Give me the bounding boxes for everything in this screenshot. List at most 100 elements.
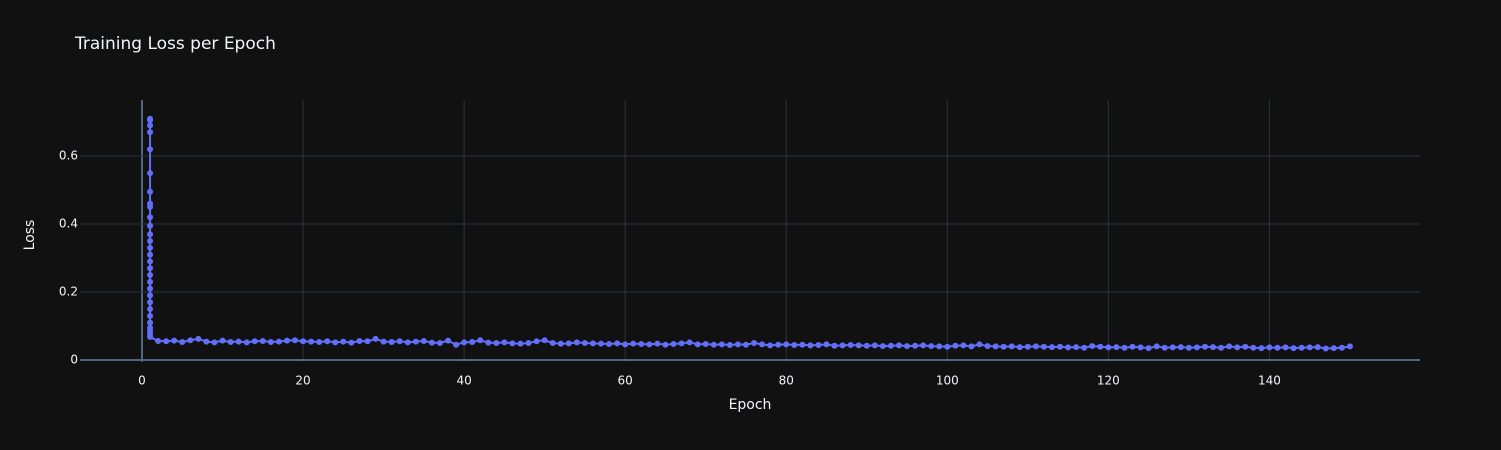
loss-marker	[775, 341, 782, 348]
loss-marker	[1193, 344, 1200, 351]
x-tick-label: 40	[456, 374, 471, 388]
loss-marker	[147, 251, 154, 258]
loss-marker	[147, 129, 154, 136]
loss-marker	[960, 342, 967, 349]
loss-marker	[1000, 343, 1007, 350]
loss-marker	[1073, 344, 1080, 351]
loss-marker	[734, 341, 741, 348]
loss-marker	[783, 341, 790, 348]
chart-title: Training Loss per Epoch	[74, 34, 276, 54]
loss-marker	[203, 338, 210, 345]
loss-marker	[525, 340, 532, 347]
loss-marker	[565, 340, 572, 347]
loss-marker	[1298, 344, 1305, 351]
y-axis-label: Loss	[22, 220, 38, 251]
loss-marker	[815, 342, 822, 349]
loss-marker	[1169, 344, 1176, 351]
loss-marker	[461, 339, 468, 346]
loss-marker	[622, 341, 629, 348]
loss-marker	[348, 339, 355, 346]
loss-marker	[928, 343, 935, 350]
loss-marker	[678, 340, 685, 347]
loss-marker	[887, 342, 894, 349]
loss-marker	[1210, 344, 1217, 351]
loss-line	[149, 118, 1351, 350]
x-tick-label: 120	[1097, 374, 1120, 388]
loss-marker	[1234, 344, 1241, 351]
loss-marker	[147, 258, 154, 265]
loss-marker	[219, 337, 226, 344]
loss-marker	[147, 204, 154, 211]
loss-marker	[952, 342, 959, 349]
x-tick-label: 20	[295, 374, 310, 388]
loss-marker	[147, 306, 154, 313]
loss-marker	[147, 312, 154, 319]
loss-marker	[147, 272, 154, 279]
loss-marker	[557, 340, 564, 347]
loss-marker	[147, 278, 154, 285]
loss-marker	[404, 339, 411, 346]
loss-marker	[1322, 345, 1329, 352]
loss-marker	[1201, 343, 1208, 350]
y-tick-label: 0.2	[59, 285, 78, 299]
loss-marker	[147, 238, 154, 245]
loss-marker	[163, 338, 170, 345]
loss-marker	[147, 244, 154, 251]
loss-marker	[1089, 343, 1096, 350]
loss-marker	[1105, 344, 1112, 351]
loss-marker	[742, 341, 749, 348]
x-tick-label: 140	[1258, 374, 1281, 388]
loss-marker	[1065, 344, 1072, 351]
loss-marker	[211, 339, 218, 346]
loss-marker	[267, 338, 274, 345]
loss-marker	[549, 340, 556, 347]
loss-marker	[1266, 344, 1273, 351]
loss-marker	[799, 341, 806, 348]
loss-marker	[259, 337, 266, 344]
loss-marker	[1274, 344, 1281, 351]
loss-marker	[533, 338, 540, 345]
loss-marker	[445, 337, 452, 344]
loss-marker	[147, 299, 154, 306]
loss-marker	[895, 342, 902, 349]
loss-marker	[759, 341, 766, 348]
loss-marker	[428, 339, 435, 346]
loss-marker	[1016, 344, 1023, 351]
loss-marker	[1129, 343, 1136, 350]
loss-marker	[718, 341, 725, 348]
loss-marker	[581, 340, 588, 347]
loss-marker	[1306, 344, 1313, 351]
loss-marker	[469, 338, 476, 345]
loss-marker	[493, 340, 500, 347]
loss-marker	[300, 338, 307, 345]
loss-marker	[912, 342, 919, 349]
loss-marker	[1048, 344, 1055, 351]
loss-marker	[976, 341, 983, 348]
loss-marker	[147, 285, 154, 292]
loss-marker	[1032, 343, 1039, 350]
loss-marker	[1338, 344, 1345, 351]
loss-marker	[1242, 343, 1249, 350]
loss-marker	[1024, 343, 1031, 350]
loss-marker	[147, 265, 154, 272]
loss-marker	[573, 339, 580, 346]
loss-marker	[147, 333, 154, 340]
loss-marker	[1330, 345, 1337, 352]
loss-marker	[1153, 343, 1160, 350]
loss-marker	[710, 341, 717, 348]
x-tick-label: 100	[936, 374, 959, 388]
loss-marker	[235, 338, 242, 345]
loss-marker	[694, 341, 701, 348]
loss-marker	[920, 342, 927, 349]
loss-marker	[654, 340, 661, 347]
loss-marker	[879, 343, 886, 350]
loss-marker	[1258, 345, 1265, 352]
loss-marker	[1040, 343, 1047, 350]
x-tick-label: 60	[618, 374, 633, 388]
loss-marker	[606, 341, 613, 348]
loss-marker	[485, 339, 492, 346]
loss-marker	[831, 342, 838, 349]
loss-marker	[751, 340, 758, 347]
